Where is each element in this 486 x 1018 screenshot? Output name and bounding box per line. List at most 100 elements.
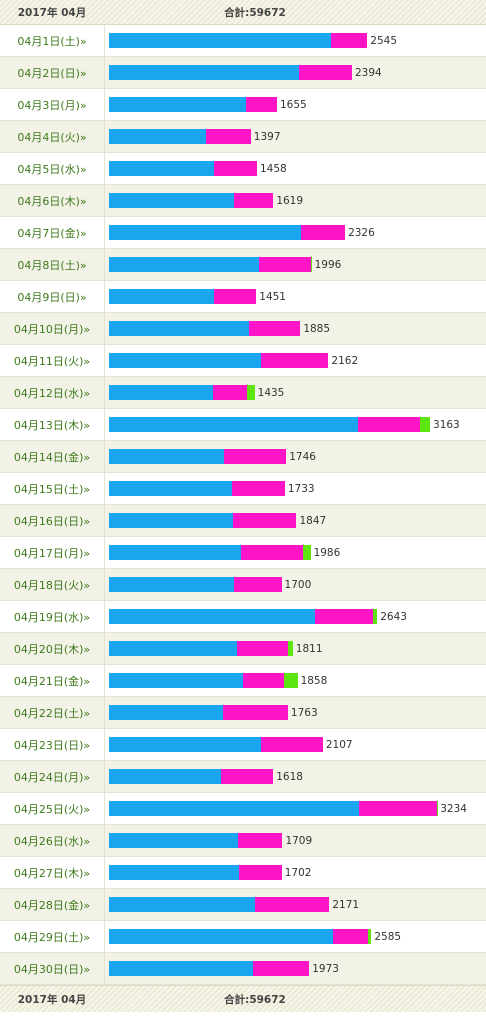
bar-value-label: 2162 — [331, 355, 359, 367]
bar-segment-1 — [109, 673, 243, 688]
bar-segment-1 — [109, 833, 238, 848]
date-link[interactable]: 04月3日(月)» — [0, 89, 105, 120]
bar-value-label: 1451 — [259, 291, 286, 303]
table-row: 04月14日(金)» 1746 — [0, 441, 486, 473]
table-row: 04月23日(日)» 2107 — [0, 729, 486, 761]
bar-segment-1 — [109, 353, 262, 368]
date-link[interactable]: 04月9日(日)» — [0, 281, 105, 312]
date-link[interactable]: 04月6日(木)» — [0, 185, 105, 216]
chart-rows: 04月1日(土)» 2545 04月2日(日)» 2394 04月3日(月)» 1655 0… — [0, 25, 486, 985]
table-row: 04月8日(土)» 1996 — [0, 249, 486, 281]
bar-segment-1 — [109, 737, 262, 752]
bar-segment-2 — [231, 481, 285, 496]
bar-segment-2 — [212, 385, 248, 400]
bar-segment-2 — [249, 321, 301, 336]
bar-segment-2 — [238, 865, 282, 880]
bar-value-label: 3234 — [440, 803, 467, 815]
table-row: 04月22日(土)» 1763 — [0, 697, 486, 729]
bar-value-label: 1746 — [289, 451, 316, 463]
bar-segment-1 — [109, 769, 221, 784]
bar-value-label: 2171 — [332, 899, 360, 911]
date-link[interactable]: 04月13日(木)» — [0, 409, 105, 440]
bar-cell: 2107 — [105, 729, 486, 760]
bar-cell: 2162 — [105, 345, 486, 376]
bar-segment-1 — [109, 321, 250, 336]
bar-segment-2 — [213, 289, 257, 304]
date-link[interactable]: 04月30日(日)» — [0, 953, 105, 984]
bar-segment-3 — [302, 545, 311, 560]
bar-segment-1 — [109, 449, 224, 464]
bar-segment-2 — [240, 545, 303, 560]
date-link[interactable]: 04月20日(木)» — [0, 633, 105, 664]
header-total: 合計:59672 — [224, 6, 286, 19]
bar-value-label: 1700 — [284, 579, 312, 591]
date-link[interactable]: 04月19日(水)» — [0, 601, 105, 632]
date-link[interactable]: 04月1日(土)» — [0, 25, 105, 56]
bar-value-label: 1811 — [295, 643, 323, 655]
bar-value-label: 1655 — [279, 99, 307, 111]
date-link[interactable]: 04月12日(水)» — [0, 377, 105, 408]
table-row: 04月16日(日)» 1847 — [0, 505, 486, 537]
date-link[interactable]: 04月4日(火)» — [0, 121, 105, 152]
date-link[interactable]: 04月26日(水)» — [0, 825, 105, 856]
date-link[interactable]: 04月27日(木)» — [0, 857, 105, 888]
date-link[interactable]: 04月7日(金)» — [0, 217, 105, 248]
bar-segment-1 — [109, 513, 233, 528]
bar-value-label: 2394 — [354, 67, 382, 79]
bar-value-label: 1435 — [257, 387, 285, 399]
bar-value-label: 2585 — [374, 931, 402, 943]
bar-segment-3 — [310, 257, 312, 272]
date-link[interactable]: 04月25日(火)» — [0, 793, 105, 824]
bar-segment-1 — [109, 801, 359, 816]
bar-segment-2 — [223, 449, 287, 464]
table-row: 04月20日(木)» 1811 — [0, 633, 486, 665]
bar-value-label: 2326 — [348, 227, 375, 239]
bar-segment-1 — [109, 257, 260, 272]
table-row: 04月19日(水)» 2643 — [0, 601, 486, 633]
table-row: 04月24日(月)» 1618 — [0, 761, 486, 793]
date-link[interactable]: 04月8日(土)» — [0, 249, 105, 280]
date-link[interactable]: 04月14日(金)» — [0, 441, 105, 472]
bar-cell: 1811 — [105, 633, 486, 664]
table-row: 04月25日(火)» 3234 — [0, 793, 486, 825]
date-link[interactable]: 04月29日(土)» — [0, 921, 105, 952]
bar-segment-2 — [253, 961, 310, 976]
bar-cell: 1973 — [105, 953, 486, 984]
date-link[interactable]: 04月23日(日)» — [0, 729, 105, 760]
date-link[interactable]: 04月28日(金)» — [0, 889, 105, 920]
date-link[interactable]: 04月2日(日)» — [0, 57, 105, 88]
bar-value-label: 1618 — [276, 771, 303, 783]
bar-segment-1 — [109, 65, 299, 80]
table-row: 04月18日(火)» 1700 — [0, 569, 486, 601]
bar-value-label: 2107 — [325, 739, 353, 751]
table-row: 04月17日(月)» 1986 — [0, 537, 486, 569]
date-link[interactable]: 04月24日(月)» — [0, 761, 105, 792]
table-row: 04月10日(月)» 1885 — [0, 313, 486, 345]
bar-cell: 1858 — [105, 665, 486, 696]
date-link[interactable]: 04月15日(土)» — [0, 473, 105, 504]
date-link[interactable]: 04月17日(月)» — [0, 537, 105, 568]
date-link[interactable]: 04月18日(火)» — [0, 569, 105, 600]
table-footer: 2017年 04月 合計:59672 — [0, 985, 486, 1012]
bar-segment-3 — [247, 385, 255, 400]
table-row: 04月6日(木)» 1619 — [0, 185, 486, 217]
bar-segment-2 — [233, 193, 274, 208]
date-link[interactable]: 04月10日(月)» — [0, 313, 105, 344]
table-row: 04月4日(火)» 1397 — [0, 121, 486, 153]
table-row: 04月26日(水)» 1709 — [0, 825, 486, 857]
bar-cell: 1763 — [105, 697, 486, 728]
date-link[interactable]: 04月22日(土)» — [0, 697, 105, 728]
header-month: 2017年 04月 — [17, 6, 87, 19]
date-link[interactable]: 04月21日(金)» — [0, 665, 105, 696]
bar-segment-3 — [368, 929, 372, 944]
bar-value-label: 1733 — [287, 483, 315, 495]
table-row: 04月11日(火)» 2162 — [0, 345, 486, 377]
bar-segment-3 — [287, 641, 293, 656]
table-row: 04月21日(金)» 1858 — [0, 665, 486, 697]
bar-cell: 1397 — [105, 121, 486, 152]
table-row: 04月28日(金)» 2171 — [0, 889, 486, 921]
bar-value-label: 1619 — [276, 195, 304, 207]
date-link[interactable]: 04月5日(水)» — [0, 153, 105, 184]
date-link[interactable]: 04月16日(日)» — [0, 505, 105, 536]
date-link[interactable]: 04月11日(火)» — [0, 345, 105, 376]
